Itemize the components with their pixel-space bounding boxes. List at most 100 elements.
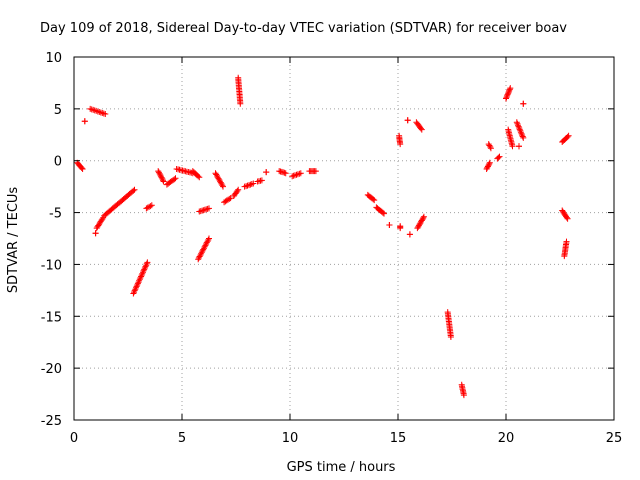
data-point (136, 276, 143, 283)
x-tick-label: 25 (606, 431, 623, 446)
data-point (134, 280, 141, 287)
y-tick-label: -10 (41, 258, 62, 273)
data-point (157, 172, 164, 178)
data-point (419, 216, 426, 223)
data-point (130, 290, 137, 297)
x-tick-label: 20 (498, 431, 515, 446)
data-point (420, 215, 427, 221)
data-point (155, 168, 162, 175)
y-tick-label: -20 (41, 362, 62, 377)
data-point (397, 225, 404, 232)
data-point (141, 265, 148, 271)
data-point (447, 334, 454, 340)
data-point (517, 127, 524, 134)
data-point (139, 270, 146, 277)
data-points (74, 74, 572, 399)
data-point (102, 111, 109, 117)
data-point (563, 214, 570, 221)
data-point (504, 91, 511, 98)
data-point (516, 126, 523, 133)
data-point (563, 238, 570, 245)
data-point (220, 183, 226, 190)
data-point (195, 256, 202, 263)
y-tick-label: 5 (54, 103, 62, 118)
data-point (79, 166, 86, 172)
y-axis-label: SDTVAR / TECUs (6, 187, 21, 294)
y-tick-label: -15 (41, 310, 62, 325)
data-point (564, 215, 571, 222)
data-point (417, 125, 424, 132)
data-point (160, 177, 166, 184)
data-point (131, 287, 138, 294)
data-point (171, 176, 178, 183)
data-point (515, 123, 522, 130)
data-point (516, 143, 522, 150)
chart-title: Day 109 of 2018, Sidereal Day-to-day VTE… (40, 21, 567, 36)
data-point (226, 195, 233, 202)
data-point (133, 284, 139, 291)
y-tick-label: 0 (54, 155, 62, 170)
data-point (487, 145, 494, 152)
data-point (143, 262, 150, 269)
data-point (514, 120, 521, 127)
data-point (81, 118, 88, 125)
data-point (195, 173, 202, 180)
y-tick-label: 10 (45, 51, 62, 66)
data-point (92, 230, 99, 237)
data-point (258, 177, 265, 184)
data-point (381, 210, 387, 217)
data-point (130, 187, 137, 194)
data-point (404, 117, 411, 124)
data-point (564, 133, 571, 140)
y-tick-label: -5 (49, 207, 62, 222)
plot-frame (73, 56, 615, 421)
y-tick-label: -25 (41, 414, 62, 429)
data-point (159, 175, 166, 182)
data-point (137, 274, 144, 281)
data-point (155, 169, 162, 176)
data-point (235, 186, 242, 193)
data-point (518, 130, 525, 137)
data-point (144, 259, 151, 266)
data-point (282, 170, 289, 177)
data-point (133, 283, 140, 290)
data-point (312, 168, 319, 175)
x-axis-label: GPS time / hours (287, 460, 396, 475)
data-point (197, 252, 204, 259)
data-point (134, 282, 141, 288)
data-point (198, 249, 205, 256)
axes: 0 5 10 15 20 25 -25 -20 -15 -10 -5 0 5 10 (41, 51, 623, 446)
data-point (297, 170, 304, 177)
data-point (227, 195, 234, 202)
data-point (406, 231, 413, 238)
data-point (418, 126, 425, 133)
data-point (247, 181, 254, 188)
data-point (158, 174, 165, 181)
data-point (138, 272, 145, 279)
data-point (196, 174, 203, 181)
data-point (415, 223, 422, 230)
data-point (78, 165, 85, 171)
data-point (506, 87, 513, 94)
data-point (148, 202, 155, 209)
data-point (379, 209, 386, 216)
data-point (205, 236, 212, 243)
data-point (136, 277, 143, 284)
data-point (370, 196, 377, 203)
data-point (198, 250, 205, 257)
data-point (486, 159, 493, 166)
data-point (263, 169, 270, 176)
x-tick-label: 5 (178, 431, 186, 446)
data-point (496, 153, 503, 160)
data-point (503, 94, 510, 101)
data-point (515, 122, 521, 129)
data-point (142, 263, 149, 270)
data-point (99, 216, 106, 223)
data-point (141, 266, 148, 273)
x-tick-label: 10 (282, 431, 299, 446)
data-point (157, 173, 164, 180)
x-tick-label: 15 (390, 431, 407, 446)
data-point (160, 178, 167, 185)
x-tick-label: 0 (70, 431, 78, 446)
grid (74, 57, 614, 420)
